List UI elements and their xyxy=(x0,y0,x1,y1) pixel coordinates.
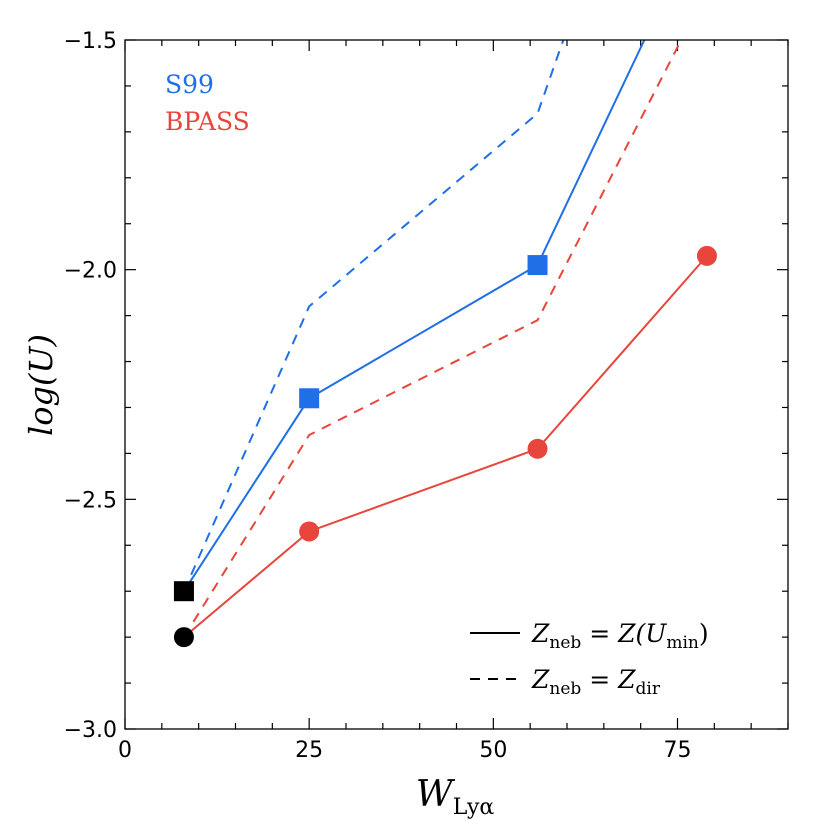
series-label-s99: S99 xyxy=(165,70,214,99)
x-tick-label: 25 xyxy=(295,738,323,763)
y-tick-label: −2.0 xyxy=(64,259,117,284)
x-tick-label: 75 xyxy=(664,738,692,763)
s99-marker xyxy=(527,255,548,276)
bpass-marker xyxy=(696,245,717,266)
markers-layer xyxy=(173,245,717,648)
series-label-bpass: BPASS xyxy=(165,107,250,136)
series-layer xyxy=(183,40,708,638)
reference-circle xyxy=(173,627,194,648)
legend-solid-label: Zneb = Z(Umin) xyxy=(531,619,709,653)
y-tick-label: −1.5 xyxy=(64,29,117,54)
y-axis-title: log(U) xyxy=(22,334,60,436)
plot-frame xyxy=(124,39,789,730)
series-line-bpass-dashed xyxy=(183,40,683,638)
x-axis-title: WLyα xyxy=(416,774,495,820)
legend: Zneb = Z(Umin) Zneb = Zdir xyxy=(470,619,709,699)
legend-dashed-label: Zneb = Zdir xyxy=(531,665,661,699)
series-line-s99-solid xyxy=(183,40,646,592)
ticks-layer xyxy=(124,39,789,730)
reference-square xyxy=(173,581,194,602)
tick-labels-layer: 0 25 50 75 −3.0 −2.5 −2.0 −1.5 xyxy=(64,29,692,763)
bpass-marker xyxy=(527,438,548,459)
x-tick-label: 0 xyxy=(118,738,132,763)
x-tick-label: 50 xyxy=(479,738,507,763)
y-tick-label: −3.0 xyxy=(64,718,117,743)
s99-marker xyxy=(299,388,320,409)
y-tick-label: −2.5 xyxy=(64,488,117,513)
series-line-s99-dashed xyxy=(183,40,565,592)
bpass-marker xyxy=(299,521,320,542)
series-line-bpass-solid xyxy=(183,255,708,638)
